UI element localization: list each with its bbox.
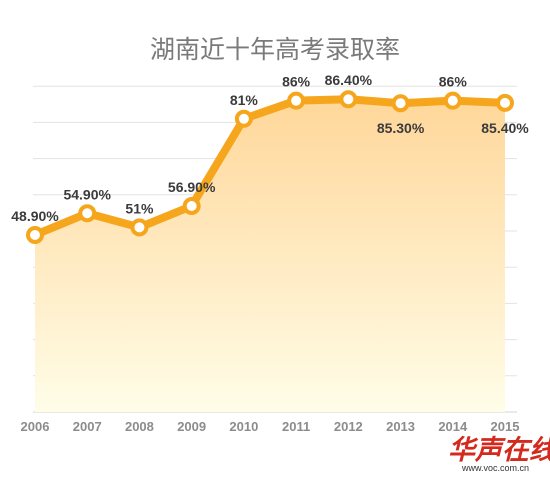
x-tick-label: 2008 <box>125 419 154 434</box>
chart-title: 湖南近十年高考录取率 <box>150 35 400 64</box>
x-tick-label: 2015 <box>491 419 520 434</box>
data-point <box>234 109 253 128</box>
data-point <box>391 94 410 113</box>
x-tick-label: 2013 <box>386 419 415 434</box>
x-tick-label: 2014 <box>438 419 468 434</box>
watermark: 华声在线 www.voc.com.cn <box>448 435 550 473</box>
data-label: 56.90% <box>168 179 216 195</box>
x-tick-label: 2012 <box>334 419 363 434</box>
x-tick-label: 2009 <box>177 419 206 434</box>
data-label: 86% <box>282 74 311 90</box>
x-tick-label: 2011 <box>282 419 310 434</box>
watermark-url: www.voc.com.cn <box>461 463 529 473</box>
data-label: 51% <box>125 200 154 216</box>
data-point <box>26 225 44 244</box>
data-point <box>287 91 306 110</box>
data-label: 81% <box>230 92 259 108</box>
data-label: 54.90% <box>63 186 111 202</box>
x-tick-label: 2010 <box>229 419 258 434</box>
x-axis-ticks: 2006 2007 2008 2009 2010 2011 2012 2013 2014 2015 <box>21 419 520 434</box>
data-points <box>26 90 514 244</box>
data-label: 86.40% <box>325 72 373 88</box>
data-label: 48.90% <box>11 208 59 224</box>
data-label: 86% <box>439 74 468 90</box>
data-point <box>496 93 514 112</box>
series-line <box>31 95 509 239</box>
x-tick-label: 2006 <box>21 419 50 434</box>
data-label: 85.40% <box>481 120 529 136</box>
data-point <box>339 90 358 109</box>
data-point <box>130 218 149 237</box>
series-path <box>31 95 509 239</box>
data-point <box>182 197 201 216</box>
data-labels: 48.90%54.90% 51% 56.90% 81% 86% 86.40% 85.30% 8… <box>11 72 529 224</box>
area-fill <box>35 99 505 413</box>
data-point <box>443 91 462 110</box>
data-point <box>78 204 97 223</box>
data-label: 85.30% <box>377 120 425 136</box>
x-tick-label: 2007 <box>73 419 102 434</box>
watermark-logo-text: 华声在线 <box>448 435 550 466</box>
area-shape <box>35 99 505 413</box>
